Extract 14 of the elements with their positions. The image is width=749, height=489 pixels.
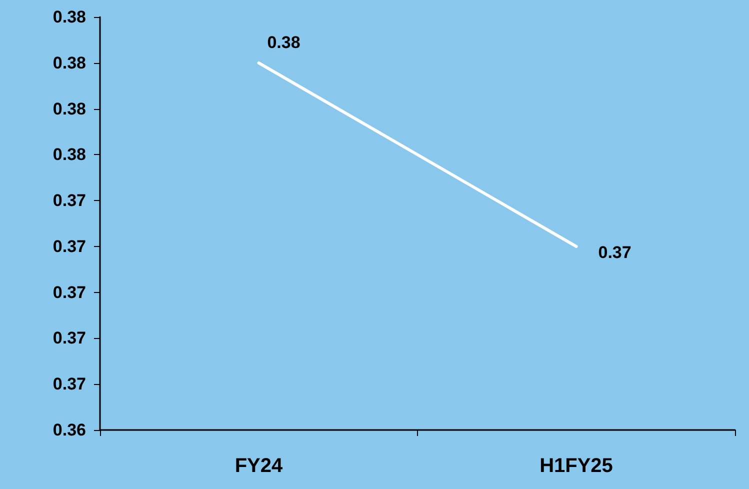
y-tick-label: 0.37 [52, 191, 86, 210]
y-tick-label: 0.37 [52, 236, 86, 256]
y-tick-label: 0.38 [52, 145, 86, 164]
y-tick-label: 0.38 [52, 53, 86, 72]
y-tick-label: 0.38 [52, 99, 86, 118]
y-tick-label: 0.37 [52, 282, 86, 302]
y-tick-label: 0.37 [52, 374, 86, 394]
y-tick-label: 0.37 [52, 328, 86, 348]
y-tick-label: 0.38 [52, 8, 86, 26]
y-tick-label: 0.36 [52, 420, 86, 440]
data-label: 0.38 [267, 32, 300, 52]
x-tick-label: FY24 [234, 455, 284, 477]
data-label: 0.37 [598, 242, 632, 262]
x-tick-label: H1FY25 [540, 455, 613, 477]
